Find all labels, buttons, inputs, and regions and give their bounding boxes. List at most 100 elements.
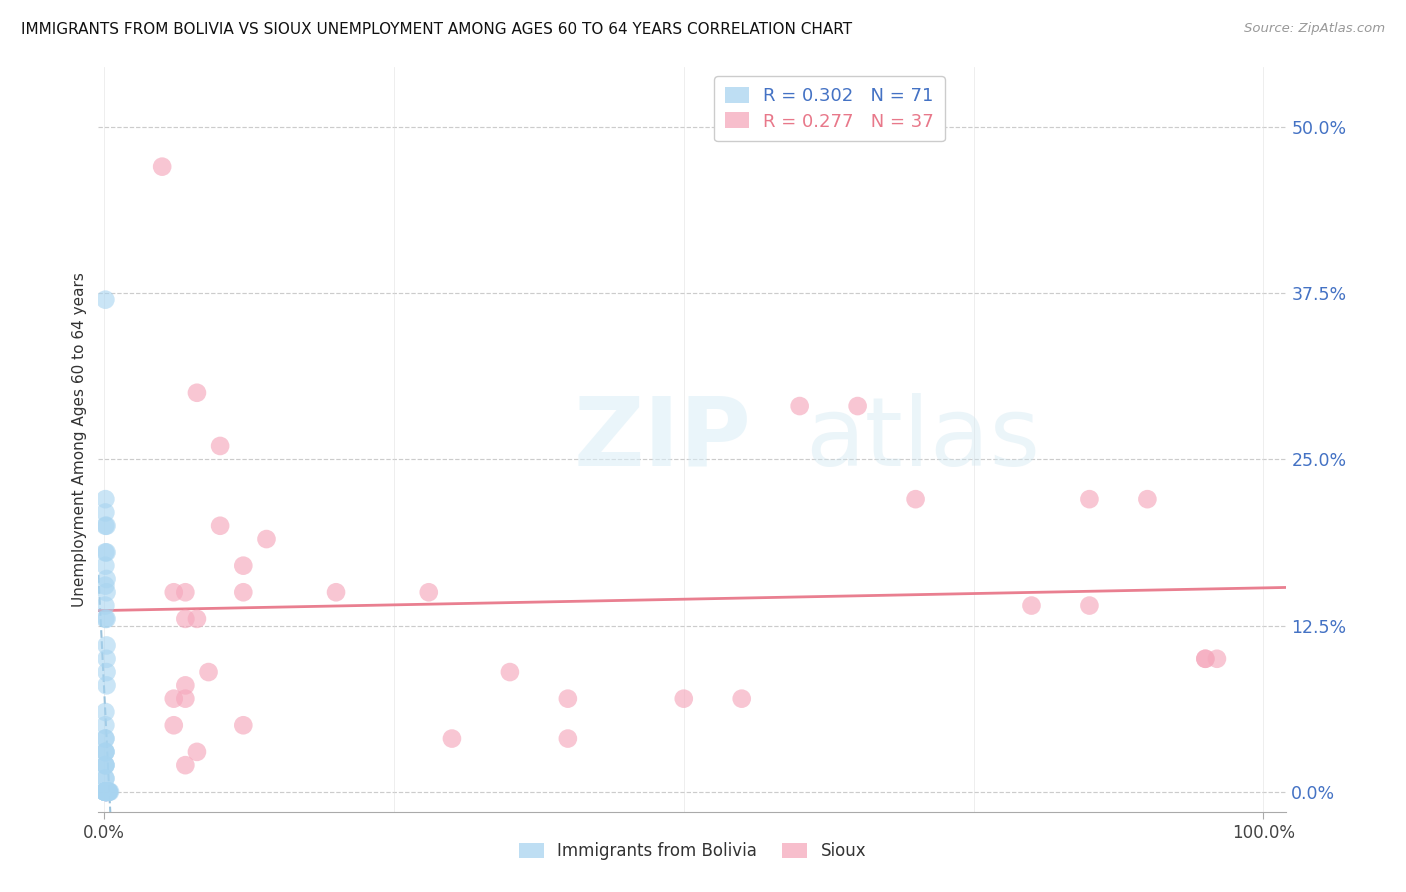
Point [96,785,118,799]
Point [94,758,117,772]
Point [96,678,118,692]
Point [96,639,118,653]
Text: ZIP: ZIP [574,392,752,486]
Point [197,665,219,679]
Point [94,785,117,799]
Point [672,691,695,706]
Text: IMMIGRANTS FROM BOLIVIA VS SIOUX UNEMPLOYMENT AMONG AGES 60 TO 64 YEARS CORRELAT: IMMIGRANTS FROM BOLIVIA VS SIOUX UNEMPLO… [21,22,852,37]
Point [97,785,120,799]
Point [94,745,117,759]
Point [186,745,208,759]
Point [94,293,117,307]
Point [1194,652,1216,666]
Point [96,652,118,666]
Point [186,385,208,400]
Point [96,585,118,599]
Point [94,579,117,593]
Point [96,545,118,559]
Point [440,731,463,746]
Point [94,785,117,799]
Point [94,758,117,772]
Point [94,785,117,799]
Point [163,718,186,732]
Point [94,785,117,799]
Point [96,785,118,799]
Point [97,785,120,799]
Point [499,665,522,679]
Point [1021,599,1043,613]
Point [96,785,118,799]
Point [97,785,120,799]
Point [97,785,120,799]
Point [174,678,197,692]
Point [94,772,117,786]
Point [789,399,811,413]
Point [96,612,118,626]
Point [94,718,117,732]
Y-axis label: Unemployment Among Ages 60 to 64 years: Unemployment Among Ages 60 to 64 years [72,272,87,607]
Point [94,785,117,799]
Point [174,612,197,626]
Point [94,785,117,799]
Point [94,705,117,719]
Point [94,506,117,520]
Point [1078,492,1101,507]
Point [94,518,117,533]
Point [94,745,117,759]
Point [96,785,118,799]
Point [163,691,186,706]
Point [163,585,186,599]
Point [94,785,117,799]
Text: Source: ZipAtlas.com: Source: ZipAtlas.com [1244,22,1385,36]
Point [557,731,579,746]
Point [96,572,118,586]
Point [94,558,117,573]
Point [94,785,117,799]
Point [1078,599,1101,613]
Point [98,785,121,799]
Point [94,785,117,799]
Text: atlas: atlas [806,392,1040,486]
Point [97,785,120,799]
Point [174,585,197,599]
Point [94,785,117,799]
Point [97,785,120,799]
Point [232,585,254,599]
Point [94,758,117,772]
Point [94,785,117,799]
Point [96,785,118,799]
Point [94,772,117,786]
Point [325,585,347,599]
Point [96,785,118,799]
Point [731,691,754,706]
Point [96,785,118,799]
Point [94,785,117,799]
Point [96,785,118,799]
Point [1206,652,1229,666]
Point [256,532,278,546]
Point [174,691,197,706]
Point [94,731,117,746]
Point [150,160,173,174]
Point [94,785,117,799]
Point [96,785,118,799]
Point [186,612,208,626]
Point [418,585,440,599]
Point [94,785,117,799]
Point [97,785,120,799]
Point [96,785,118,799]
Point [904,492,927,507]
Point [96,665,118,679]
Point [96,785,118,799]
Point [96,785,118,799]
Point [94,545,117,559]
Point [232,718,254,732]
Point [557,691,579,706]
Point [94,745,117,759]
Point [96,785,118,799]
Point [94,492,117,507]
Point [97,785,120,799]
Point [94,785,117,799]
Point [1194,652,1216,666]
Point [94,785,117,799]
